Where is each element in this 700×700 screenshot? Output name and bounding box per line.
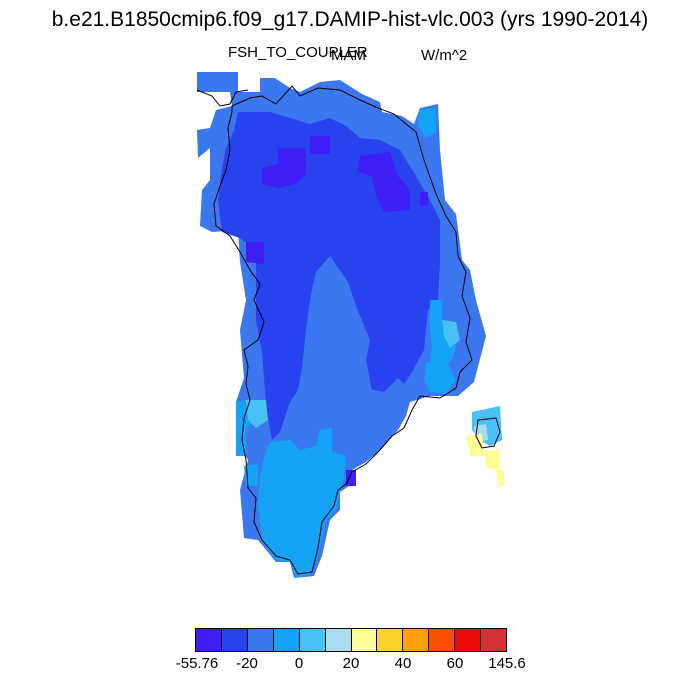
colorbar-tick-label: 0 [294,655,304,672]
field-light [236,108,456,578]
darkest-patch-e [420,192,428,206]
light-east-a [430,300,456,370]
light-ne [418,108,436,138]
variable-label: FSH_TO_COUPLER [228,44,368,61]
colorbar-swatch [247,629,274,651]
colorbar-tick-label: 20 [342,655,360,672]
light-south [258,428,346,578]
colorbar-swatch [455,629,482,651]
colorbar-swatch [273,629,300,651]
colorbar-tick-label: 40 [394,655,412,672]
field-lighter [246,320,502,446]
coastline-nw [196,89,249,107]
colorbar-swatch [481,629,507,651]
colorbar-swatch [377,629,404,651]
colorbar-swatch [196,629,222,651]
season-label: MAM [331,47,366,64]
colorbar-swatch [325,629,352,651]
yellow-island-a [466,434,484,456]
darkest-patch-b [310,136,330,154]
units-label: W/m^2 [421,47,468,64]
field-darkest [246,136,428,486]
colorbar-swatch [429,629,456,651]
darkest-patch-f [346,470,356,486]
coastline-island [475,417,501,449]
colorbar-swatch [299,629,326,651]
light-east-b [424,362,456,394]
coastline-main [213,85,473,575]
coastline [196,85,501,575]
field-yellow [466,434,504,486]
colorbar-tick-label: 145.6 [488,655,526,672]
darkest-patch-d [246,242,264,264]
darkest-patch-a [262,148,306,188]
colorbar-tick-label: 60 [446,655,464,672]
yellow-island-c [496,470,504,486]
colorbar-swatch [221,629,248,651]
lighter-east [442,320,460,348]
colorbar [195,628,507,652]
yellow-island-b [484,450,500,470]
plot-title: b.e21.B1850cmip6.f09_g17.DAMIP-hist-vlc.… [51,8,649,31]
colorbar-tick-label: -20 [236,655,258,672]
colorbar-tick-label: -55.76 [175,655,219,672]
colorbar-swatch [351,629,378,651]
darkest-patch-c [358,152,410,212]
lighter-west [246,400,268,428]
colorbar-swatch [403,629,430,651]
